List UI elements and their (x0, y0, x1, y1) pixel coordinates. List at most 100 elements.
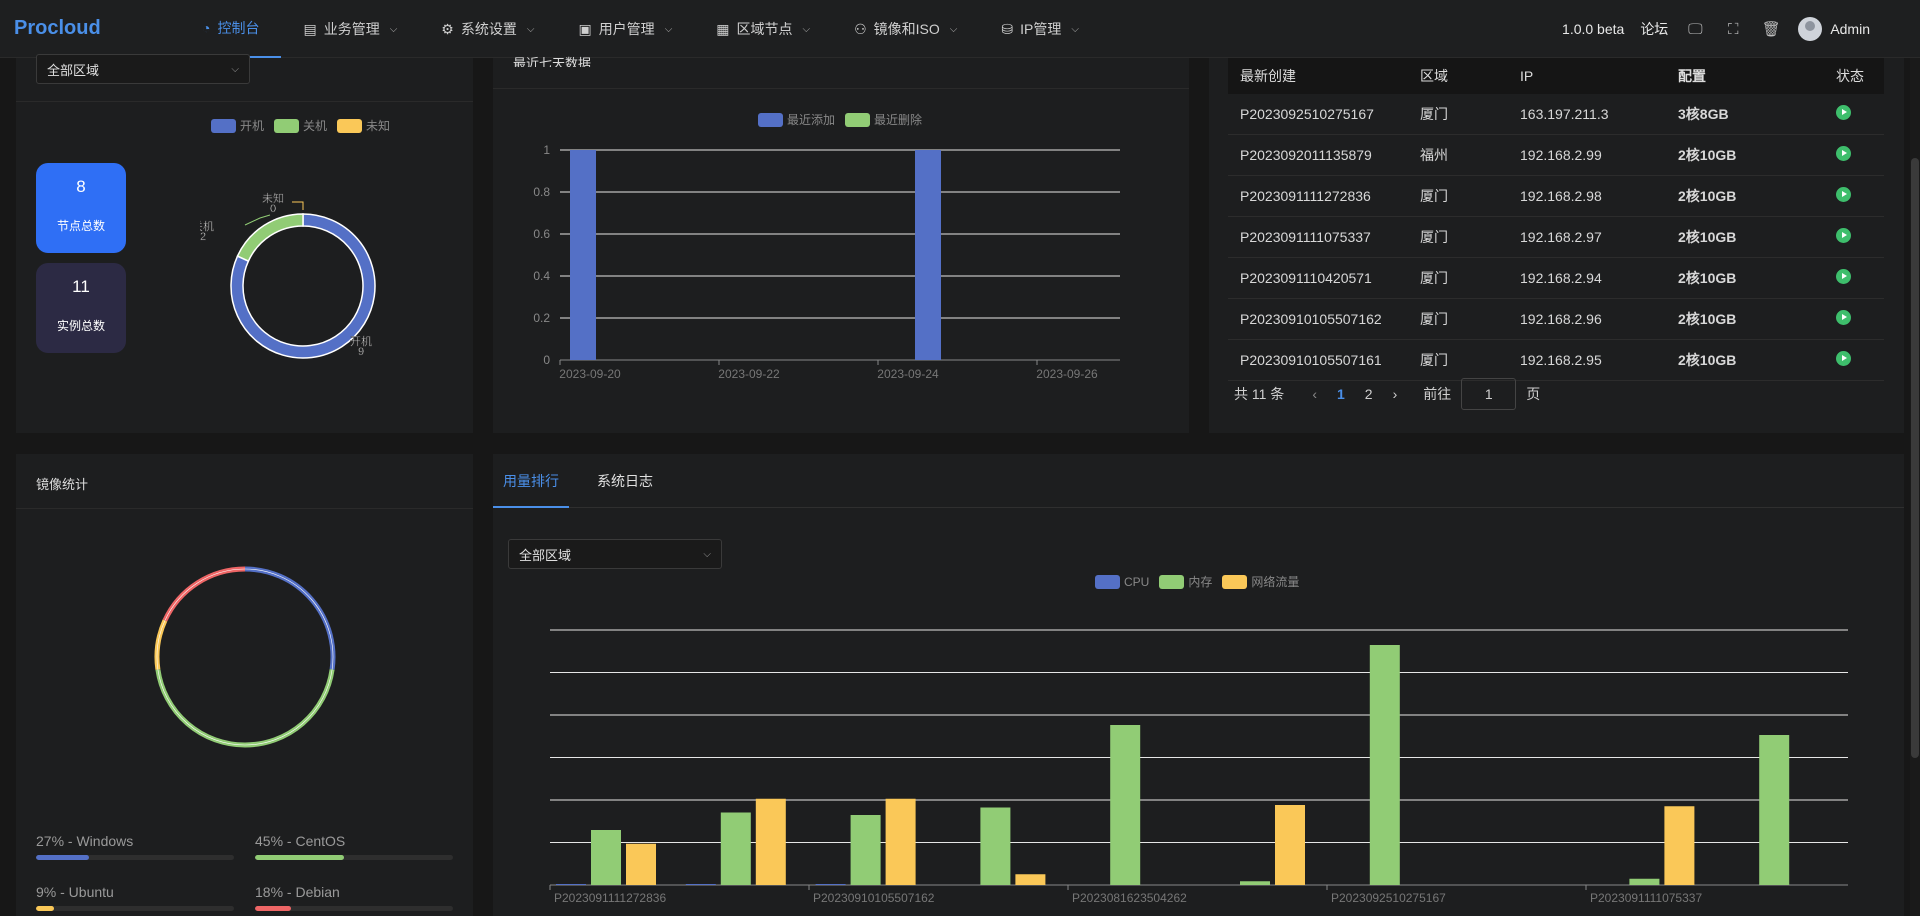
chevron-down-icon: ⌵ (949, 23, 958, 35)
cell-name: P2023091111272836 (1240, 188, 1371, 204)
goto-label: 前往 (1423, 386, 1452, 402)
legend-item[interactable]: 开机 (211, 117, 264, 134)
x-tick: 2023-09-20 (559, 367, 621, 381)
table-row[interactable]: P2023092510275167 厦门 163.197.211.3 3核8GB (1228, 94, 1884, 135)
column-header[interactable]: IP (1520, 68, 1534, 84)
page-1[interactable]: 1 (1336, 386, 1345, 402)
nav-item-1[interactable]: ▤ 业务管理 ⌵ (281, 0, 419, 58)
x-tick: P2023081623504262 (1072, 891, 1187, 905)
id-card-icon: ▣ (578, 20, 592, 37)
bar (815, 884, 846, 885)
nav-item-5[interactable]: ⚇ 镜像和ISO ⌵ (832, 0, 979, 58)
image-icon: ⚇ (854, 20, 867, 37)
table-row[interactable]: P20230910105507161 厦门 192.168.2.95 2核10GB (1228, 340, 1884, 381)
pagination: 共 11 条 ‹ 1 2 › 前往 1 页 (1234, 378, 1540, 410)
nav-item-3[interactable]: ▣ 用户管理 ⌵ (556, 0, 694, 58)
running-status-icon[interactable] (1836, 146, 1851, 161)
column-header[interactable]: 状态 (1836, 68, 1864, 84)
os-progress-fill (255, 855, 345, 860)
table-row[interactable]: P2023091110420571 厦门 192.168.2.94 2核10GB (1228, 258, 1884, 299)
instance-count: 11 (72, 277, 90, 296)
avatar (1798, 17, 1823, 41)
running-status-icon[interactable] (1836, 228, 1851, 243)
cell-status (1824, 351, 1884, 369)
cell-config: 3核8GB (1678, 106, 1729, 122)
y-tick: 0.8 (533, 185, 550, 199)
brand-logo[interactable]: Procloud (14, 17, 101, 39)
pie-slice (236, 213, 304, 263)
forum-link[interactable]: 论坛 (1640, 21, 1669, 37)
legend-label: 最近添加 (787, 113, 836, 127)
legend-item[interactable]: 网络流量 (1222, 573, 1299, 590)
legend-item[interactable]: 未知 (337, 117, 390, 134)
os-progress-fill (36, 855, 90, 860)
next-page-icon[interactable]: › (1392, 386, 1398, 402)
legend-item[interactable]: 最近添加 (758, 111, 835, 128)
table-row[interactable]: P2023091010550716​2 厦门 192.168.2.96 2核10GB (1228, 299, 1884, 340)
running-status-icon[interactable] (1836, 310, 1851, 325)
x-tick: 2023-09-22 (718, 367, 780, 381)
column-header[interactable]: 最新创建 (1240, 68, 1296, 84)
table-row[interactable]: P2023091111075337 厦门 192.168.2.97 2核10GB (1228, 217, 1884, 258)
table-row[interactable]: P2023092011135879 福州 192.168.2.99 2核10GB (1228, 135, 1884, 176)
user-menu[interactable]: Admin (1798, 17, 1870, 41)
cell-ip: 163.197.211.3 (1520, 106, 1609, 122)
cell-status (1824, 310, 1884, 328)
os-label: 18% - Debian (255, 884, 340, 900)
nav-label: 用户管理 (598, 21, 655, 37)
nav-item-6[interactable]: ⛁ IP管理 ⌵ (979, 0, 1101, 58)
chevron-down-icon: ⌵ (1071, 23, 1079, 35)
bar (885, 798, 916, 885)
monitor-icon[interactable]: 🖵 (1688, 20, 1703, 38)
y-tick: 0 (543, 353, 550, 367)
node-count-card: 8 节点总数 (36, 163, 126, 253)
trash-icon[interactable]: 🗑 (1761, 21, 1781, 38)
y-tick: 1 (543, 143, 550, 157)
legend-item[interactable]: CPU (1095, 574, 1149, 589)
running-status-icon[interactable] (1836, 105, 1851, 120)
cell-ip: 192.168.2.95 (1520, 352, 1602, 368)
instance-count-card: 11 实例总数 (36, 263, 126, 353)
legend-item[interactable]: 最近删除 (845, 111, 922, 128)
legend-label: 开机 (240, 119, 265, 133)
tab-system-log[interactable]: 系统日志 (597, 473, 653, 489)
cell-name: P2023092510275167 (1240, 106, 1374, 122)
column-header[interactable]: 区域 (1420, 68, 1448, 84)
table-row[interactable]: P2023091111272836 厦门 192.168.2.98 2核10GB (1228, 176, 1884, 217)
legend-item[interactable]: 关机 (274, 117, 327, 134)
os-progress-bar (255, 855, 453, 860)
cell-ip: 192.168.2.96 (1520, 311, 1602, 327)
page-2[interactable]: 2 (1364, 386, 1373, 402)
gears-icon: ⚙ (441, 20, 454, 37)
x-tick: P2023091111075337 (1590, 891, 1702, 905)
goto-page-input[interactable]: 1 (1461, 378, 1517, 410)
fullscreen-icon[interactable]: ⛶ (1728, 20, 1739, 38)
page-scrollbar[interactable] (1910, 58, 1920, 916)
database-icon: ⛁ (1001, 20, 1014, 37)
nav-item-0[interactable]: ◔ 控制台 (180, 0, 282, 58)
usage-region-select[interactable]: 全部区域 ⌵ (508, 539, 722, 569)
x-tick: P2023091111272836 (554, 891, 666, 905)
legend-swatch (274, 118, 300, 133)
node-region-select[interactable]: 全部区域 ⌵ (36, 54, 250, 84)
total-count: 共 11 条 (1234, 386, 1285, 402)
chevron-down-icon: ⌵ (703, 548, 711, 560)
scrollbar-thumb[interactable] (1911, 158, 1919, 758)
legend-item[interactable]: 内存 (1159, 573, 1212, 590)
cell-region: 厦门 (1420, 106, 1448, 122)
nav-item-4[interactable]: ▦ 区域节点 ⌵ (694, 0, 832, 58)
y-tick: 0.2 (533, 311, 550, 325)
nav-item-2[interactable]: ⚙ 系统设置 ⌵ (419, 0, 556, 58)
running-status-icon[interactable] (1836, 351, 1851, 366)
bar (1664, 806, 1695, 885)
cell-config: 2核10GB (1678, 147, 1737, 163)
trend-bar-chart: 0 0.2 0.4 0.6 0.8 1 2023-09-20 2023-09-22 2023-0… (533, 143, 1120, 381)
ring-edge (164, 568, 246, 621)
node-count: 8 (76, 177, 86, 196)
column-header[interactable]: 配置 (1678, 68, 1706, 84)
running-status-icon[interactable] (1836, 187, 1851, 202)
prev-page-icon[interactable]: ‹ (1312, 386, 1317, 402)
bar (850, 815, 881, 885)
tab-usage-rank[interactable]: 用量排行 (493, 458, 569, 508)
running-status-icon[interactable] (1836, 269, 1851, 284)
